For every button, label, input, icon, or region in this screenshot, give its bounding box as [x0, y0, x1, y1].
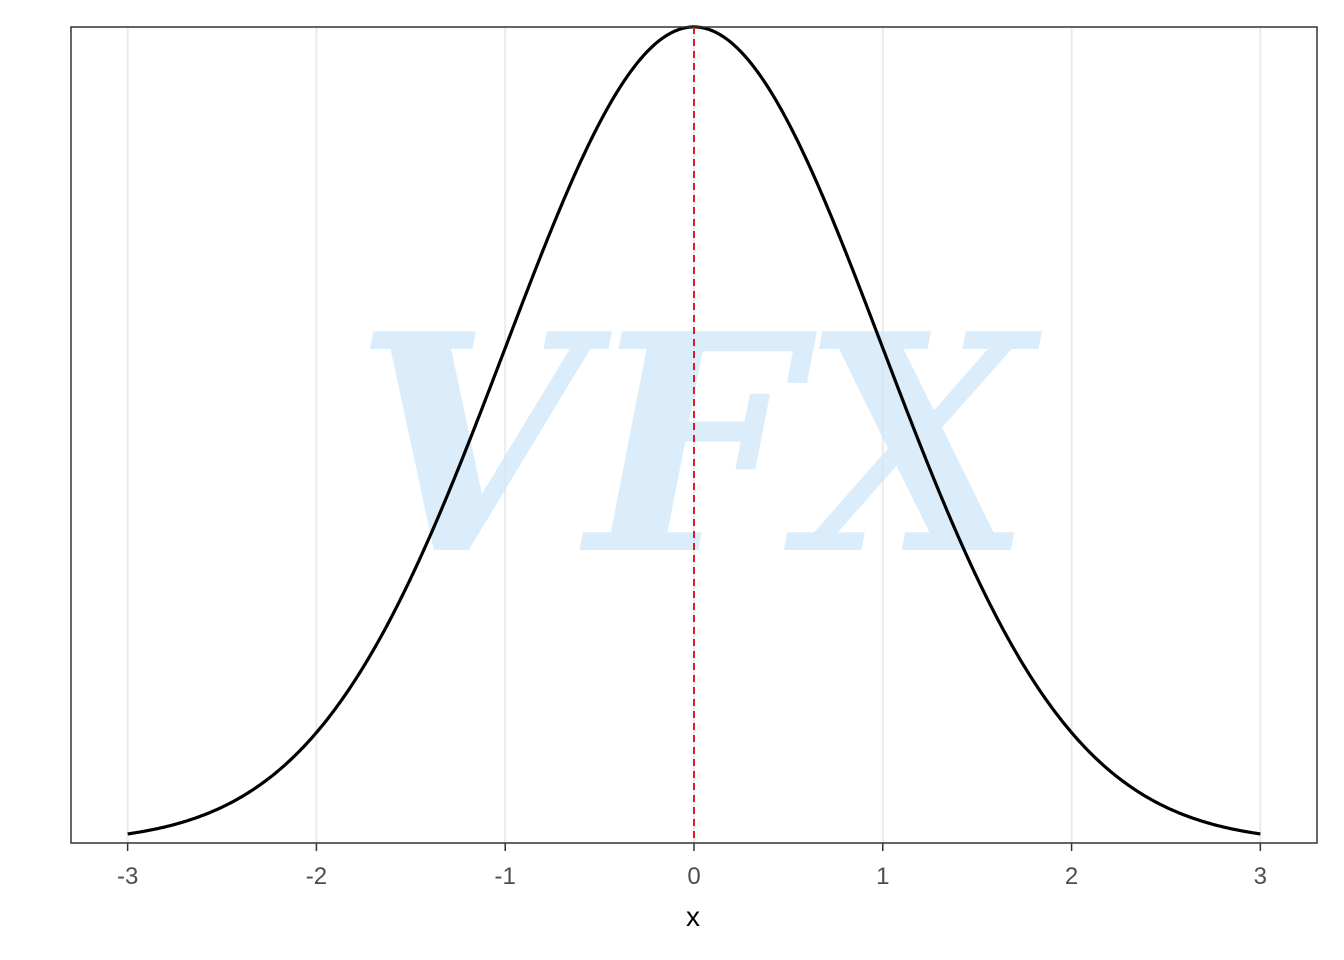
x-tick-label: -1	[495, 863, 516, 890]
x-tick-label: 2	[1065, 863, 1078, 890]
x-tick-label: 0	[687, 863, 700, 890]
x-tick-label: 3	[1254, 863, 1267, 890]
watermark-text: VFX	[354, 268, 1044, 621]
x-axis: -3 -2 -1 0 1 2 3	[117, 843, 1267, 890]
x-tick-label: 1	[876, 863, 889, 890]
x-tick-label: -3	[117, 863, 138, 890]
x-tick-label: -2	[306, 863, 327, 890]
x-axis-title: x	[686, 901, 700, 932]
